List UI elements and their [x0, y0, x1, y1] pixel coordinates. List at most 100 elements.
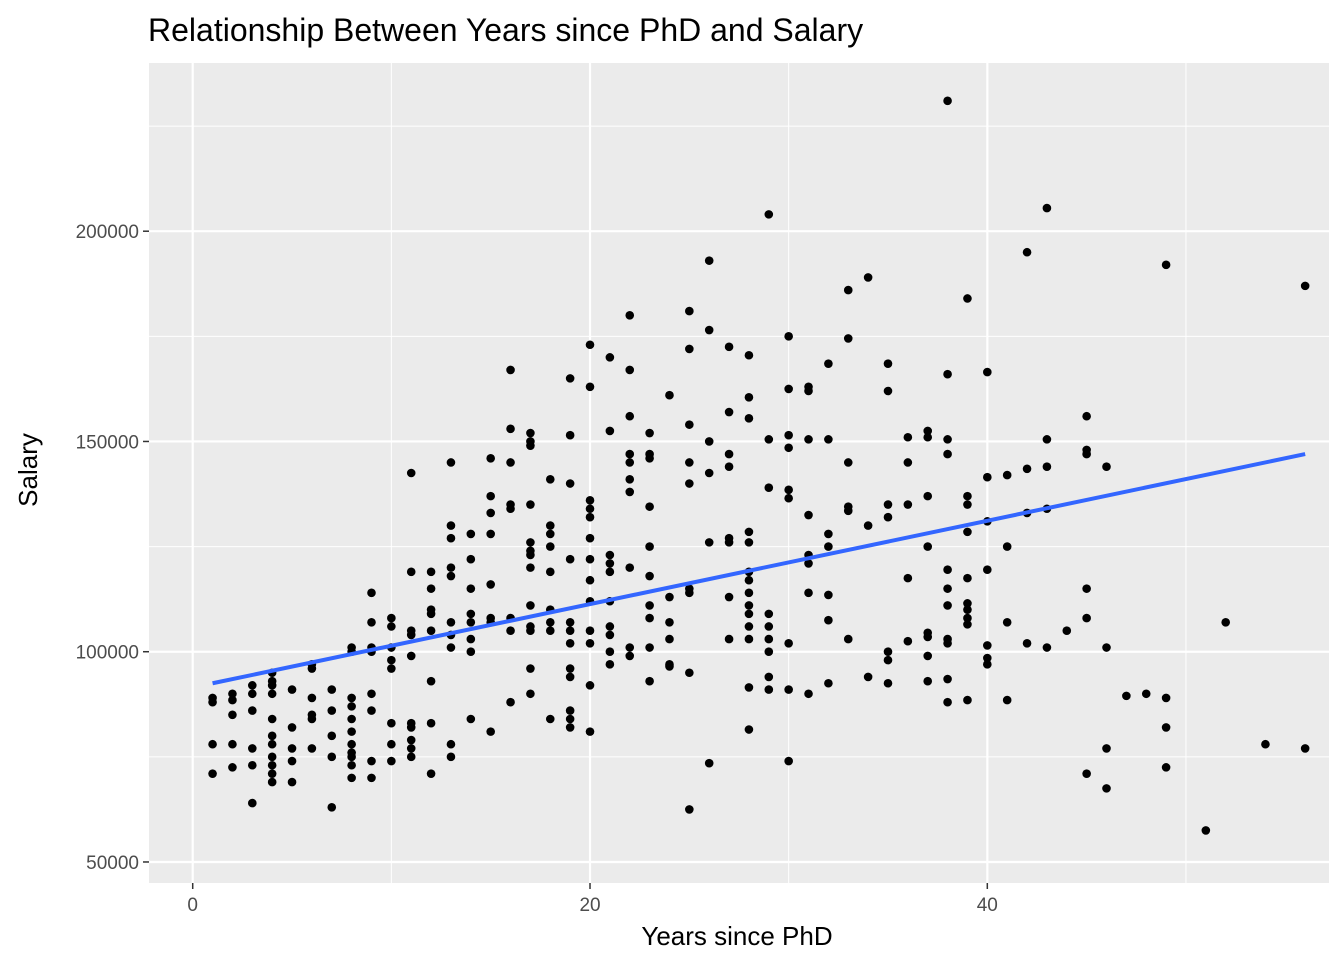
data-point [247, 681, 257, 690]
data-point [665, 617, 674, 627]
data-point [1082, 449, 1091, 459]
data-point [267, 731, 277, 741]
data-point [545, 475, 555, 484]
x-tick-label: 40 [977, 895, 998, 916]
data-point [824, 590, 833, 600]
data-point [665, 592, 674, 602]
data-point [605, 567, 615, 577]
data-point [645, 571, 654, 581]
data-point [228, 689, 237, 699]
data-point [963, 500, 972, 509]
data-point [804, 435, 813, 444]
data-point [267, 689, 277, 699]
data-point [387, 655, 396, 665]
data-point [784, 685, 793, 694]
data-point [287, 723, 297, 732]
data-point [1082, 584, 1091, 593]
data-point [764, 647, 774, 657]
y-tick-label: 200000 [76, 222, 139, 243]
data-point [605, 559, 615, 568]
data-point [824, 678, 833, 688]
data-point [307, 744, 317, 753]
data-point [843, 506, 853, 516]
y-tick-label: 50000 [86, 853, 139, 874]
data-point [565, 479, 575, 488]
data-point [963, 599, 972, 608]
data-point [327, 706, 337, 715]
data-point [744, 683, 754, 692]
data-point [724, 342, 734, 352]
data-point [943, 674, 952, 684]
data-point [685, 420, 694, 429]
data-point [526, 441, 535, 450]
data-point [1022, 639, 1032, 648]
data-point [307, 664, 317, 673]
data-point [744, 634, 754, 644]
data-point [347, 693, 356, 703]
data-point [903, 636, 913, 646]
data-point [585, 554, 595, 564]
data-point [387, 622, 396, 631]
data-point [387, 739, 396, 749]
data-point [506, 697, 515, 707]
data-point [426, 609, 436, 619]
data-point [645, 643, 654, 652]
data-point [545, 626, 555, 635]
data-point [545, 617, 555, 627]
data-point [486, 580, 495, 589]
data-point [1221, 617, 1231, 627]
data-point [426, 769, 436, 778]
data-point [804, 689, 813, 699]
data-point [228, 763, 237, 772]
data-point [426, 676, 436, 686]
data-point [1042, 435, 1052, 444]
data-point [267, 714, 277, 724]
data-point [1002, 695, 1012, 705]
data-point [267, 777, 277, 787]
data-point [625, 311, 635, 320]
data-point [387, 664, 396, 673]
data-point [327, 803, 337, 812]
data-point [784, 384, 793, 394]
data-point [545, 714, 555, 724]
data-point [923, 651, 933, 661]
data-point [585, 639, 595, 648]
data-point [406, 468, 416, 478]
data-point [685, 344, 694, 354]
data-point [247, 706, 257, 715]
data-point [943, 449, 952, 459]
data-point [1042, 462, 1052, 471]
data-point [565, 664, 575, 673]
data-point [1022, 247, 1032, 257]
data-point [466, 529, 476, 539]
data-point [605, 353, 615, 362]
data-points [208, 96, 1310, 835]
data-point [367, 689, 376, 699]
data-point [466, 609, 476, 619]
data-point [625, 365, 635, 375]
data-point [367, 617, 376, 627]
data-point [784, 332, 793, 341]
data-point [1300, 281, 1310, 291]
data-point [466, 714, 476, 724]
data-point [963, 294, 972, 303]
data-point [526, 428, 535, 438]
data-point [744, 393, 754, 402]
data-point [267, 752, 277, 762]
data-point [784, 639, 793, 648]
data-point [307, 693, 317, 703]
data-point [228, 710, 237, 720]
data-point [744, 414, 754, 423]
data-point [446, 533, 456, 543]
data-point [267, 739, 277, 749]
data-point [506, 458, 515, 467]
data-point [883, 678, 893, 688]
data-point [923, 676, 933, 686]
data-point [486, 727, 495, 736]
data-point [506, 504, 515, 514]
data-point [764, 622, 774, 631]
data-point [983, 653, 992, 663]
data-point [724, 592, 734, 602]
data-point [704, 538, 714, 547]
